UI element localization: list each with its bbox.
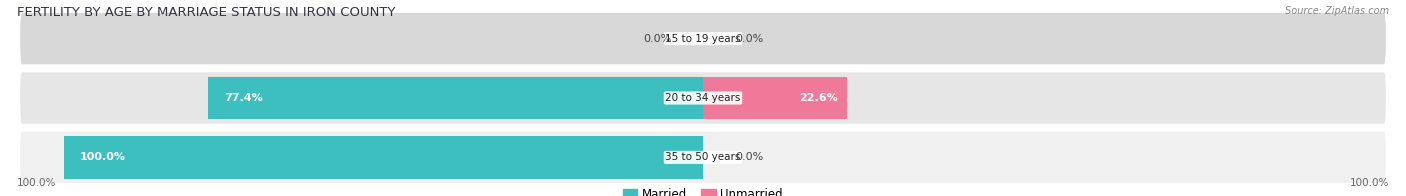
Text: 35 to 50 years: 35 to 50 years: [665, 152, 741, 162]
Text: 0.0%: 0.0%: [643, 34, 671, 44]
Text: 100.0%: 100.0%: [80, 152, 127, 162]
FancyBboxPatch shape: [20, 12, 1386, 65]
Text: 22.6%: 22.6%: [799, 93, 838, 103]
Bar: [63, 136, 703, 179]
Text: 0.0%: 0.0%: [735, 152, 763, 162]
FancyBboxPatch shape: [20, 71, 1386, 125]
Legend: Married, Unmarried: Married, Unmarried: [619, 183, 787, 196]
Text: 77.4%: 77.4%: [225, 93, 263, 103]
Bar: [703, 77, 848, 119]
Text: 100.0%: 100.0%: [17, 178, 56, 188]
Text: Source: ZipAtlas.com: Source: ZipAtlas.com: [1285, 6, 1389, 16]
Text: 100.0%: 100.0%: [1350, 178, 1389, 188]
Text: 20 to 34 years: 20 to 34 years: [665, 93, 741, 103]
Bar: [208, 77, 703, 119]
FancyBboxPatch shape: [20, 131, 1386, 184]
Text: 0.0%: 0.0%: [735, 34, 763, 44]
Text: 15 to 19 years: 15 to 19 years: [665, 34, 741, 44]
Text: FERTILITY BY AGE BY MARRIAGE STATUS IN IRON COUNTY: FERTILITY BY AGE BY MARRIAGE STATUS IN I…: [17, 6, 395, 19]
